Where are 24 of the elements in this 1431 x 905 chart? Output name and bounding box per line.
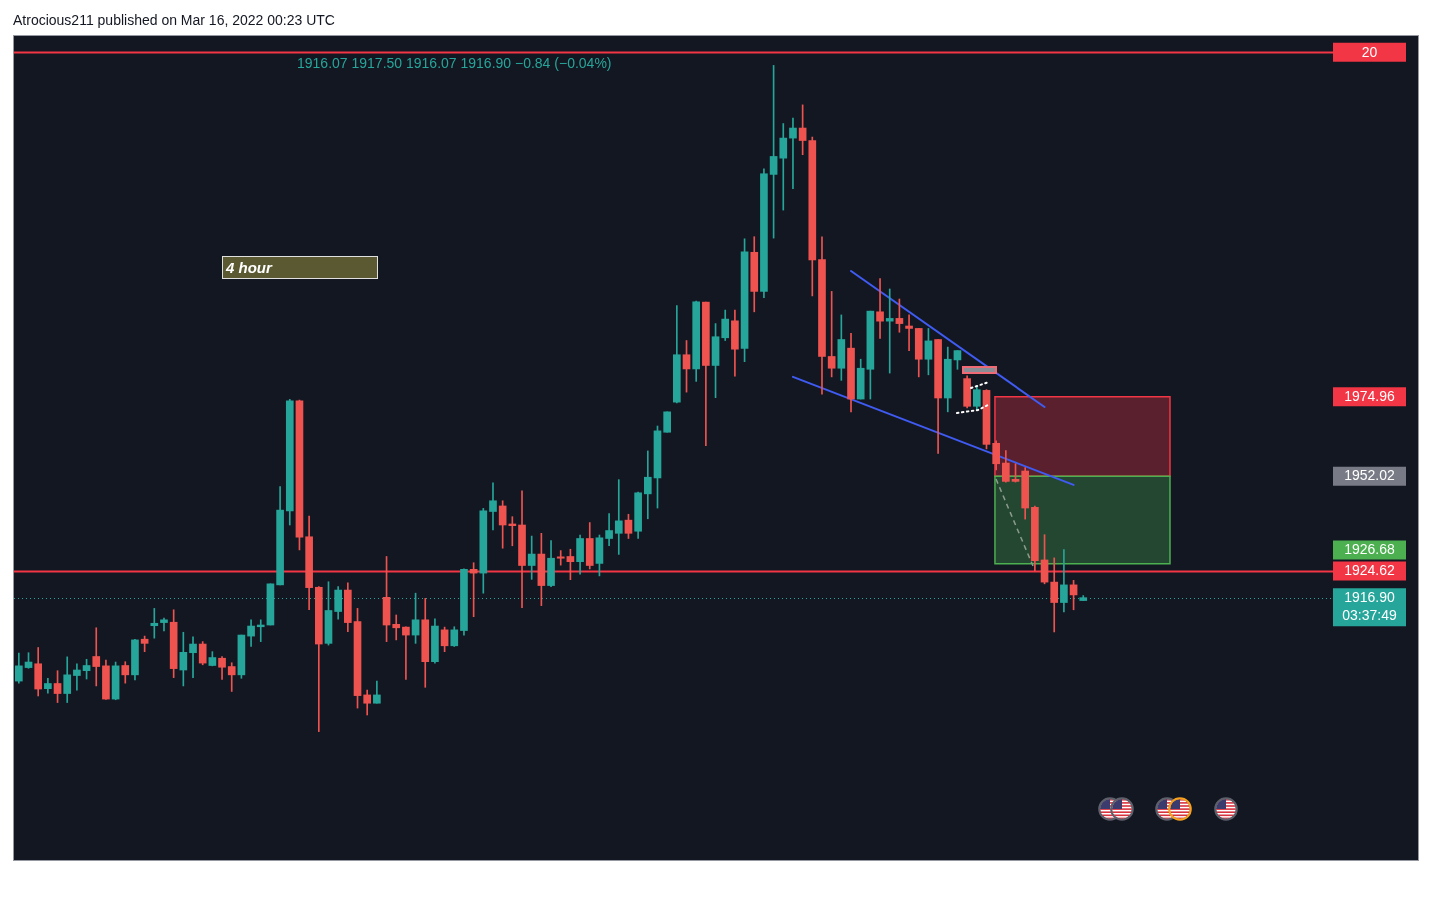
candlestick — [779, 123, 788, 211]
text: 20 — [1361, 43, 1378, 60]
candlestick — [885, 288, 894, 374]
chart-title: Atrocious211 published on Mar 16, 2022 00:23 UTC — [13, 11, 335, 29]
y-tick-label: 1952.02 — [1344, 467, 1396, 484]
candlestick — [489, 482, 497, 531]
candlestick — [402, 626, 410, 680]
annotation: 4 hour — [226, 258, 272, 278]
y-tick-label: 1916.90 — [1344, 589, 1396, 606]
candlestick — [614, 479, 623, 555]
annotation: 1916.07 1917.50 1916.07 1916.90 −0.84 (−0.04%) — [297, 54, 612, 71]
candlestick — [392, 614, 401, 641]
candlestick — [905, 314, 913, 351]
y-tick-label: 1974.96 — [1344, 388, 1396, 405]
candlestick — [73, 663, 81, 691]
text: 03:37:49 — [1342, 607, 1397, 624]
y-tick-label: 1924.62 — [1344, 562, 1396, 579]
candlestick — [150, 608, 159, 639]
candlestick — [556, 550, 565, 566]
candlestick — [92, 627, 101, 687]
candlestick — [189, 636, 197, 678]
candlestick — [789, 117, 797, 189]
candlestick — [876, 278, 884, 339]
text: 1926.68 — [1344, 541, 1396, 558]
